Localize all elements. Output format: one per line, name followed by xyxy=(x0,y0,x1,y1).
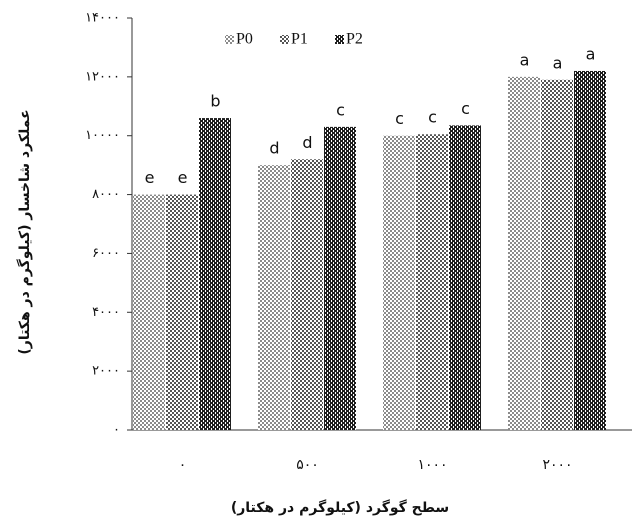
bar-letter: a xyxy=(586,44,596,63)
y-tick-label: ۱۰۰۰۰ xyxy=(85,128,120,143)
y-tick-label: ۲۰۰۰ xyxy=(92,364,120,379)
legend-label: P2 xyxy=(346,31,363,48)
y-tick-label: ۸۰۰۰ xyxy=(92,187,120,202)
bar-letter: e xyxy=(145,168,155,187)
legend-swatch xyxy=(280,35,289,44)
bar xyxy=(449,125,481,431)
legend-label: P0 xyxy=(236,31,253,48)
bar-letter: c xyxy=(395,109,404,128)
bar xyxy=(324,126,356,430)
y-tick-label: ۱۲۰۰۰ xyxy=(85,69,120,84)
bar xyxy=(416,134,448,430)
bar-letter: d xyxy=(269,139,279,158)
bar-letter: c xyxy=(428,108,437,127)
bar xyxy=(199,118,231,431)
bar xyxy=(291,159,323,430)
y-tick-label: ۰ xyxy=(113,423,120,438)
bar xyxy=(133,194,165,430)
legend-label: P1 xyxy=(291,31,308,48)
y-tick-label: ۶۰۰۰ xyxy=(92,246,120,261)
legend-swatch xyxy=(335,35,344,44)
legend-swatch xyxy=(225,35,234,44)
bar-letter: e xyxy=(178,168,188,187)
bar xyxy=(383,135,415,430)
bar-letter: a xyxy=(553,53,563,72)
bar xyxy=(541,79,573,431)
y-tick-label: ۱۴۰۰۰ xyxy=(85,11,120,26)
bar xyxy=(508,76,540,430)
x-axis-title: سطح گوگرد (کیلوگرم در هکتار) xyxy=(231,499,449,516)
bar xyxy=(258,165,290,430)
bar-letter: d xyxy=(302,133,312,152)
x-tick-label: ۲۰۰۰ xyxy=(542,457,572,473)
bar-letter: b xyxy=(210,92,220,111)
bar-letter: c xyxy=(336,100,345,119)
y-tick-label: ۴۰۰۰ xyxy=(92,305,120,320)
x-tick-label: ۱۰۰۰ xyxy=(417,457,447,473)
x-tick-label: ۵۰۰ xyxy=(296,457,319,473)
y-axis-title: عملکرد شاخسار (کیلوگرم در هکتار) xyxy=(16,109,33,354)
bar-letter: a xyxy=(520,50,530,69)
bar xyxy=(166,194,198,430)
bar xyxy=(574,70,606,430)
bar-letter: c xyxy=(461,99,470,118)
x-tick-label: ۰ xyxy=(179,457,187,473)
